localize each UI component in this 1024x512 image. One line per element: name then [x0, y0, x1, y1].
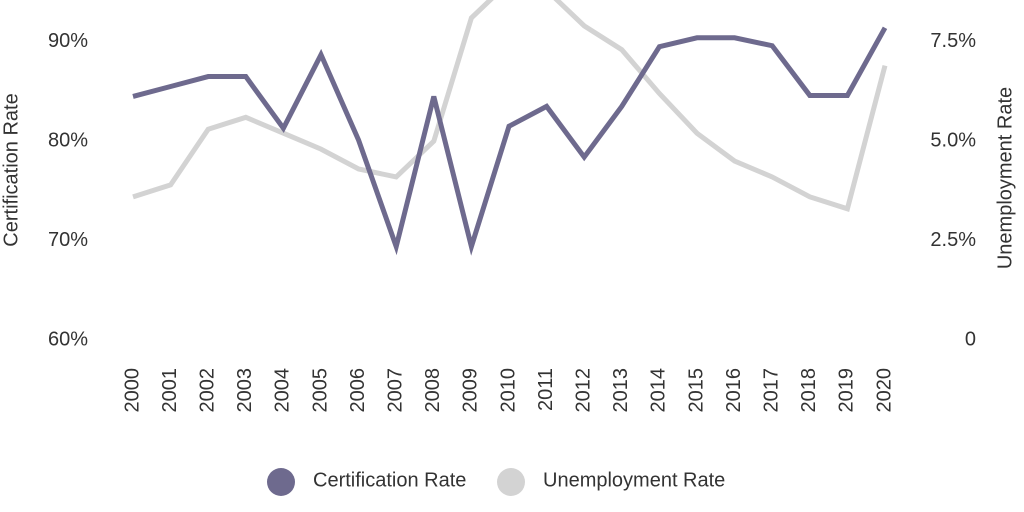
x-tick-label: 2011 [535, 368, 557, 411]
x-tick-label: 2009 [460, 368, 482, 413]
series-line [132, 0, 888, 212]
x-tick-label: 2004 [272, 368, 294, 413]
y2-axis-title: Unemployment Rate [994, 87, 1016, 269]
series-line [132, 26, 888, 256]
x-tick-label: 2001 [159, 368, 181, 413]
y2-tick-label: 5.0% [930, 129, 976, 151]
x-tick-label: 2019 [836, 368, 858, 413]
x-tick-label: 2013 [610, 368, 632, 413]
legend-label: Certification Rate [313, 469, 466, 491]
x-tick-label: 2017 [760, 368, 782, 413]
y2-tick-label: 0 [965, 328, 976, 350]
x-tick-label: 2006 [347, 368, 369, 413]
x-tick-label: 2018 [798, 368, 820, 413]
y-tick-label: 80% [48, 129, 88, 151]
x-tick-label: 2005 [309, 368, 331, 413]
y2-tick-label: 2.5% [930, 229, 976, 251]
legend-label: Unemployment Rate [543, 469, 725, 491]
x-tick-label: 2015 [685, 368, 707, 413]
legend-swatch [497, 468, 525, 496]
x-tick-label: 2012 [572, 368, 594, 413]
y-tick-label: 60% [48, 328, 88, 350]
x-tick-label: 2007 [384, 368, 406, 413]
x-tick-label: 2020 [873, 368, 895, 413]
y-tick-label: 70% [48, 229, 88, 251]
y-tick-label: 90% [48, 30, 88, 52]
x-tick-label: 2014 [648, 368, 670, 413]
x-tick-label: 2016 [723, 368, 745, 413]
plot-area [132, 0, 888, 256]
x-tick-label: 2010 [497, 368, 519, 413]
y2-tick-label: 7.5% [930, 30, 976, 52]
y-axis-title: Certification Rate [0, 93, 22, 246]
x-tick-label: 2000 [121, 368, 143, 413]
x-tick-label: 2003 [234, 368, 256, 413]
x-tick-label: 2008 [422, 368, 444, 413]
x-tick-label: 2002 [196, 368, 218, 413]
legend-swatch [267, 468, 295, 496]
